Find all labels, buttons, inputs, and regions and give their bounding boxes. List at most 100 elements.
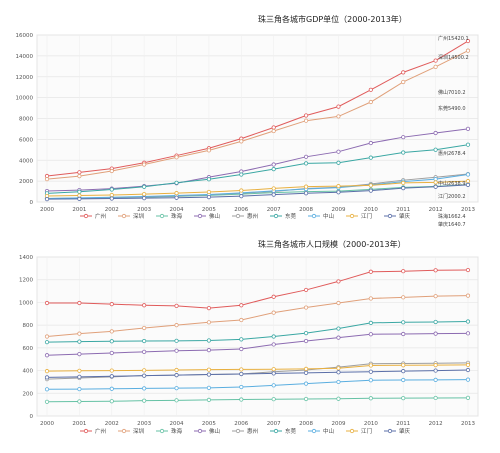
data-point [368, 369, 373, 374]
legend-marker [197, 213, 203, 219]
data-point [368, 269, 373, 274]
x-tick-label: 2010 [364, 421, 378, 427]
data-point [336, 149, 341, 154]
series-line [46, 144, 469, 194]
data-point [206, 194, 212, 200]
end-value-label: 肇庆1640.7 [438, 221, 466, 228]
x-tick-label: 2013 [461, 421, 475, 427]
x-tick-label: 2002 [105, 421, 119, 427]
data-point [142, 303, 147, 308]
data-point [368, 183, 373, 188]
data-point [401, 377, 406, 383]
data-point [303, 381, 309, 386]
legend-marker [311, 428, 317, 434]
data-point [465, 362, 471, 367]
end-value-label: 江门2000.2 [438, 193, 466, 200]
data-point [142, 349, 147, 354]
x-tick-label: 2010 [364, 207, 378, 213]
data-point [433, 180, 438, 185]
data-point [109, 329, 114, 334]
data-point [303, 161, 309, 166]
y-tick-label: 800 [23, 323, 34, 329]
data-point [336, 326, 341, 331]
data-point [368, 332, 373, 337]
x-tick-label: 2001 [72, 207, 86, 213]
data-point [401, 320, 406, 325]
end-value-label: 广州15420.1 [438, 35, 469, 42]
data-point [271, 367, 276, 372]
legend-marker [387, 213, 393, 219]
data-point [239, 397, 244, 402]
legend-label: 广州 [95, 427, 106, 435]
data-point [206, 320, 212, 325]
data-point [368, 99, 373, 105]
data-point [239, 139, 244, 144]
legend-marker [235, 213, 241, 219]
data-point [465, 319, 471, 324]
data-point [368, 140, 373, 146]
data-point [239, 194, 244, 199]
data-point [303, 330, 309, 336]
data-point [174, 398, 179, 403]
y-tick-label: 4000 [19, 158, 33, 164]
data-point [142, 196, 147, 201]
data-point [336, 335, 341, 340]
data-point [142, 338, 147, 344]
data-point [368, 155, 373, 160]
data-point [271, 125, 276, 130]
data-point [368, 320, 373, 325]
data-point [174, 180, 179, 185]
data-point [465, 172, 471, 177]
data-point [109, 196, 114, 201]
data-point [465, 126, 471, 131]
data-point [271, 397, 276, 402]
y-tick-label: 10000 [16, 96, 34, 102]
data-point [77, 368, 82, 373]
end-value-label: 惠州2678.4 [438, 150, 466, 157]
plot-area [36, 256, 479, 417]
data-point [433, 363, 438, 368]
data-point [109, 187, 114, 192]
data-point [109, 192, 114, 198]
data-point [303, 338, 309, 344]
legend-marker [235, 428, 241, 434]
y-tick-label: 6000 [19, 137, 33, 143]
data-point [174, 367, 179, 373]
data-point [174, 338, 179, 343]
data-point [271, 342, 276, 347]
data-point [142, 398, 147, 403]
data-point [109, 350, 114, 356]
x-tick-label: 2001 [72, 421, 86, 427]
population-chart-title: 珠三角各城市人口规模（2000-2013年） [258, 240, 406, 249]
data-point [303, 191, 309, 196]
data-point [303, 370, 309, 375]
legend-label: 中山 [323, 212, 334, 220]
data-point [368, 378, 373, 383]
legend-marker [387, 428, 393, 434]
data-point [465, 182, 471, 187]
legend-label: 中山 [323, 427, 334, 435]
data-point [239, 337, 244, 342]
data-point [303, 366, 309, 371]
data-point [401, 331, 406, 337]
series-line [46, 295, 469, 337]
data-point [44, 334, 50, 339]
data-point [44, 177, 50, 182]
data-point [465, 179, 471, 184]
data-point [77, 374, 82, 379]
data-point [433, 64, 438, 69]
data-point [77, 196, 82, 201]
data-point [401, 396, 406, 401]
data-point [239, 384, 244, 390]
data-point [206, 385, 212, 390]
legend-label: 肇庆 [399, 427, 411, 435]
data-point [142, 192, 147, 197]
data-point [433, 331, 438, 336]
data-point [142, 184, 147, 189]
data-point [336, 370, 341, 375]
data-point [109, 374, 114, 379]
data-point [44, 387, 50, 392]
legend-label: 江门 [361, 427, 372, 435]
data-point [174, 191, 179, 196]
